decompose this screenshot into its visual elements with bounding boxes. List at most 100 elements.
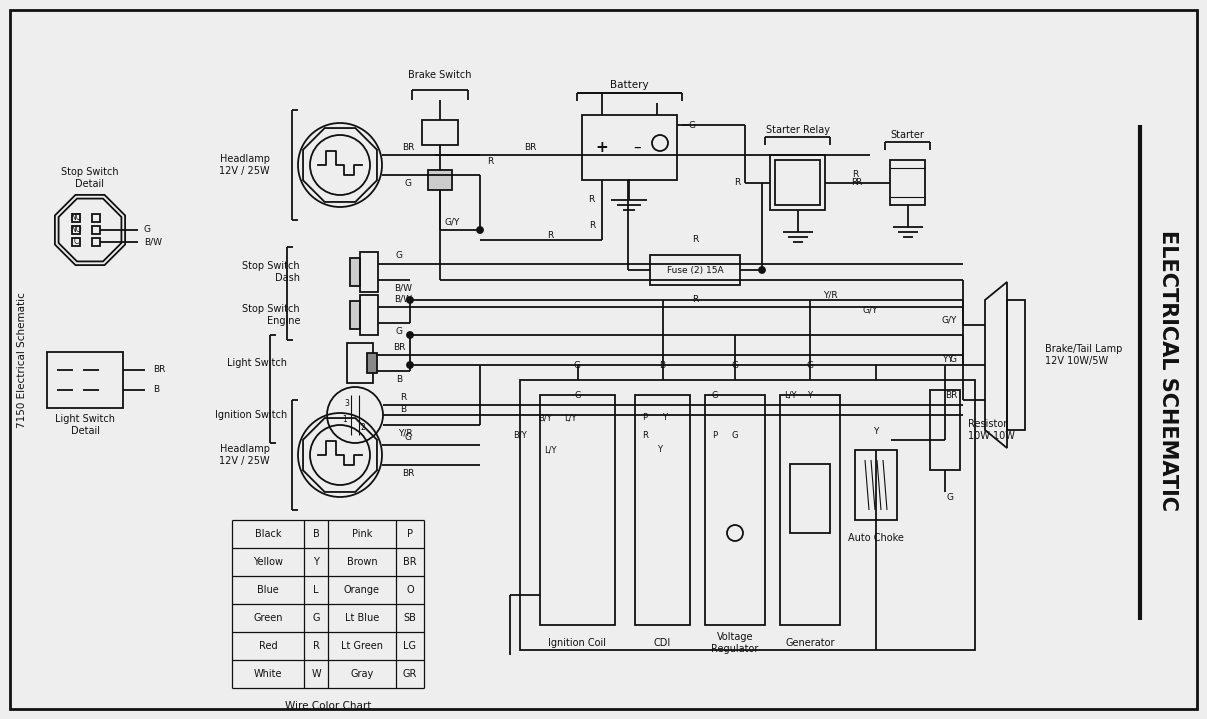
Bar (705, 395, 765, 625)
Text: Fuse (2) 15A: Fuse (2) 15A (666, 265, 723, 275)
Text: 1: 1 (343, 416, 348, 424)
Text: Battery: Battery (611, 80, 649, 90)
Text: G: G (404, 433, 412, 441)
Bar (92, 214, 100, 222)
Text: O: O (407, 585, 414, 595)
Text: G: G (806, 360, 814, 370)
Bar (1007, 300, 1025, 430)
Text: Brake Switch: Brake Switch (408, 70, 472, 80)
Text: Y: Y (658, 446, 663, 454)
Text: Y: Y (807, 390, 812, 400)
Text: W: W (311, 669, 321, 679)
Text: CDI: CDI (654, 638, 671, 648)
Text: Orange: Orange (344, 585, 380, 595)
Text: R: R (642, 431, 648, 439)
Text: R: R (588, 196, 594, 204)
Bar (635, 395, 690, 625)
Text: Y: Y (943, 355, 947, 365)
Text: R: R (851, 178, 857, 187)
Text: BR: BR (945, 392, 957, 400)
Bar (770, 155, 826, 210)
Text: Lt Blue: Lt Blue (345, 613, 379, 623)
Bar (350, 301, 360, 329)
Text: R: R (589, 221, 595, 229)
Text: Stop Switch
Dash: Stop Switch Dash (243, 261, 301, 283)
Text: R: R (692, 296, 698, 305)
Text: B/W: B/W (393, 295, 412, 303)
Bar (72, 214, 80, 222)
Bar (428, 170, 451, 190)
Bar (931, 390, 960, 470)
Text: B: B (313, 529, 320, 539)
Text: G: G (712, 390, 718, 400)
Text: Lt Green: Lt Green (342, 641, 383, 651)
Text: Ignition Coil: Ignition Coil (548, 638, 606, 648)
Bar (791, 464, 830, 533)
Text: 7150 Electrical Schematic: 7150 Electrical Schematic (17, 292, 27, 428)
Bar (92, 226, 100, 234)
Text: P: P (642, 413, 648, 423)
Text: Brake/Tail Lamp
12V 10W/5W: Brake/Tail Lamp 12V 10W/5W (1045, 344, 1123, 366)
Text: R: R (313, 641, 320, 651)
Text: –: – (634, 139, 641, 155)
Text: Pink: Pink (351, 529, 372, 539)
Text: Headlamp
12V / 25W: Headlamp 12V / 25W (220, 444, 270, 466)
Text: R: R (855, 178, 862, 187)
Circle shape (407, 297, 413, 303)
Text: Y: Y (874, 428, 879, 436)
Polygon shape (303, 418, 377, 492)
Text: Light Switch
Detail: Light Switch Detail (56, 414, 115, 436)
Text: R: R (486, 157, 494, 167)
Bar (520, 380, 975, 650)
Text: Red: Red (258, 641, 278, 651)
Text: BR: BR (392, 342, 406, 352)
Bar (367, 353, 377, 373)
Text: G: G (396, 326, 402, 336)
Text: 3: 3 (344, 398, 350, 408)
Text: G: G (313, 613, 320, 623)
Text: ELECTRICAL SCHEMATIC: ELECTRICAL SCHEMATIC (1158, 229, 1178, 510)
Text: B/W: B/W (393, 283, 412, 293)
Text: Blue: Blue (257, 585, 279, 595)
Text: P: P (712, 431, 718, 439)
Bar (360, 252, 378, 292)
Text: B: B (400, 405, 406, 413)
Text: G: G (946, 493, 954, 503)
Text: BR: BR (402, 142, 414, 152)
Text: BR: BR (153, 365, 165, 375)
Text: Black: Black (255, 529, 281, 539)
Text: B: B (153, 385, 159, 395)
Text: Yellow: Yellow (253, 557, 282, 567)
Text: R: R (734, 178, 740, 187)
Bar (775, 160, 820, 205)
Bar (540, 395, 616, 625)
Circle shape (477, 227, 483, 233)
Text: Starter Relay: Starter Relay (765, 125, 829, 135)
Text: B: B (659, 360, 665, 370)
Text: Stop Switch
Engine: Stop Switch Engine (243, 304, 301, 326)
Bar (47, 352, 123, 408)
Text: White: White (253, 669, 282, 679)
Bar (582, 115, 677, 180)
Text: NO: NO (70, 226, 82, 234)
Text: G: G (950, 355, 957, 365)
Text: P: P (407, 529, 413, 539)
Text: Resistor
10W 10W: Resistor 10W 10W (968, 419, 1015, 441)
Bar (855, 450, 897, 520)
Circle shape (407, 362, 413, 368)
Text: B: B (396, 375, 402, 383)
Text: R: R (547, 231, 553, 239)
Text: Headlamp
12V / 25W: Headlamp 12V / 25W (220, 154, 270, 176)
Polygon shape (303, 128, 377, 202)
Bar (92, 238, 100, 246)
Bar (422, 120, 457, 145)
Text: G/Y: G/Y (941, 316, 957, 324)
Text: Y: Y (947, 355, 952, 365)
Text: NC: NC (70, 214, 82, 222)
Bar (350, 258, 360, 286)
Text: G: G (688, 121, 695, 129)
Text: B/Y: B/Y (538, 413, 552, 423)
Bar (346, 343, 373, 383)
Text: G: G (396, 252, 402, 260)
Text: L: L (314, 585, 319, 595)
